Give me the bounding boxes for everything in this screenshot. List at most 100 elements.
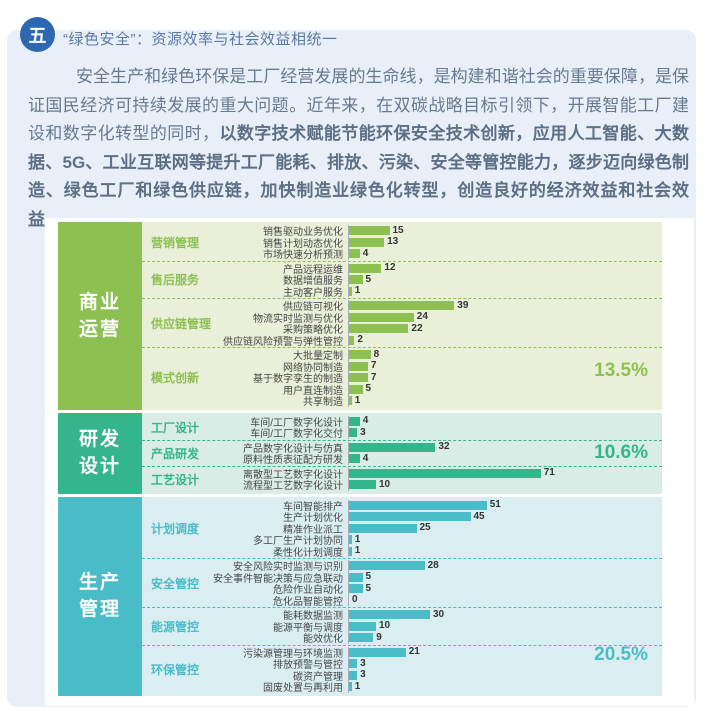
section-body: 计划调度 车间智能排产 51 生产计划优化 45 精准作业派工 25 多工厂生产计划协同 1 柔性… bbox=[142, 497, 662, 696]
bar-row: 车间/工厂数字化交付 3 bbox=[209, 427, 662, 440]
chart-section: 商业 运营 营销管理 销售驱动业务优化 15 销售计划动态优化 13 市场快速分析预测 4 售后服… bbox=[58, 222, 662, 410]
bar-rows: 供应链可视化 39 物流实时监测与优化 24 采购策略优化 22 供应链风险预警与弹性管控 2 bbox=[209, 299, 662, 348]
bar-rows: 能耗数据监测 30 能源平衡与调度 10 能效优化 9 bbox=[209, 608, 662, 645]
content-card: 五 “绿色安全”：资源效率与社会效益相统一 安全生产和绿色环保是工厂经营发展的生… bbox=[7, 17, 696, 707]
bar-track: 3 bbox=[348, 669, 662, 681]
bar-item-label: 危险作业自动化 bbox=[273, 585, 343, 597]
bar-row: 数据增值服务 5 bbox=[209, 274, 662, 287]
category-label: 模式创新 bbox=[151, 371, 200, 386]
bar-track: 51 bbox=[348, 499, 662, 511]
category-group: 工厂设计 车间/工厂数字化设计 4 车间/工厂数字化交付 3 bbox=[142, 415, 662, 440]
bar-value-label: 1 bbox=[354, 285, 361, 297]
bar-item-label: 原料性质表征配方研发 bbox=[243, 455, 343, 467]
bar bbox=[349, 275, 363, 285]
category-group: 安全管控 安全风险实时监测与识别 28 安全事件智能决策与应急联动 5 危险作业自动化 5 危… bbox=[142, 558, 662, 608]
bar-item-label: 销售驱动业务优化 bbox=[263, 227, 343, 239]
bar bbox=[349, 659, 358, 669]
category-label: 安全管控 bbox=[151, 576, 200, 591]
category-group: 能源管控 能耗数据监测 30 能源平衡与调度 10 能效优化 9 bbox=[142, 607, 662, 645]
bar-value-label: 8 bbox=[373, 348, 380, 360]
bar-value-label: 22 bbox=[411, 322, 423, 334]
bar-row: 能源平衡与调度 10 bbox=[209, 620, 662, 634]
bar bbox=[349, 647, 406, 657]
bar-track: 22 bbox=[348, 323, 662, 335]
bar bbox=[349, 561, 425, 571]
bar-value-label: 10 bbox=[379, 620, 391, 632]
bar bbox=[349, 428, 358, 438]
bar-value-label: 1 bbox=[354, 533, 361, 545]
bar-row: 原料性质表征配方研发 4 bbox=[209, 453, 662, 467]
bar-item-label: 供应链可视化 bbox=[283, 302, 343, 314]
bar-item-label: 车间/工厂数字化设计 bbox=[250, 417, 343, 429]
bar-item-label: 危化品智能管控 bbox=[273, 596, 343, 608]
bar bbox=[349, 301, 455, 311]
bar-track: 5 bbox=[348, 274, 662, 286]
category-group: 售后服务 产品远程运维 12 数据增值服务 5 主动客户服务 1 bbox=[142, 260, 662, 299]
bar-value-label: 45 bbox=[473, 510, 485, 522]
bar-item-label: 物流实时监测与优化 bbox=[253, 313, 343, 325]
bar-track: 39 bbox=[348, 300, 662, 312]
section-percent-label: 20.5% bbox=[594, 643, 648, 665]
bar-value-label: 1 bbox=[354, 545, 361, 557]
bar-track: 25 bbox=[348, 522, 662, 534]
bar-track: 15 bbox=[348, 225, 662, 237]
bar-row: 基于数字孪生的制造 7 bbox=[209, 372, 662, 385]
bar-track: 10 bbox=[348, 479, 662, 491]
section-name-line: 研发 bbox=[78, 429, 121, 450]
bar-track: 1 bbox=[348, 534, 662, 546]
bar-item-label: 大批量定制 bbox=[293, 351, 343, 363]
bar-rows: 销售驱动业务优化 15 销售计划动态优化 13 市场快速分析预测 4 bbox=[209, 224, 662, 261]
section-name-line: 管理 bbox=[78, 599, 121, 620]
category-group: 模式创新 大批量定制 8 网络协同制造 7 基于数字孪生的制造 7 用户直连制造 5 共享制造 1 bbox=[142, 347, 662, 408]
bar-row: 共享制造 1 bbox=[209, 395, 662, 408]
bar-row: 危化品智能管控 0 bbox=[209, 594, 662, 608]
body-paragraph: 安全生产和绿色环保是工厂经营发展的生命线，是构建和谐社会的重要保障，是保证国民经… bbox=[28, 63, 689, 234]
bar-row: 产品数字化设计与仿真 32 bbox=[209, 441, 662, 455]
bar bbox=[349, 226, 390, 236]
bar-row: 大批量定制 8 bbox=[209, 348, 662, 363]
bar-row: 安全事件智能决策与应急联动 5 bbox=[209, 571, 662, 585]
bar bbox=[349, 682, 352, 692]
bar-value-label: 13 bbox=[387, 236, 399, 248]
bar-row: 流程型工艺数字化设计 10 bbox=[209, 479, 662, 492]
paragraph-normal-text: 安全生产和绿色环保是工厂经营发展的生命线，是构建和谐社会的重要保障，是保证国民经… bbox=[28, 67, 689, 143]
bar-item-label: 用户直连制造 bbox=[283, 385, 343, 397]
bar bbox=[349, 237, 385, 247]
category-group: 工艺设计 离散型工艺数字化设计 71 流程型工艺数字化设计 10 bbox=[142, 465, 662, 492]
bar-value-label: 4 bbox=[362, 415, 369, 427]
category-group: 供应链管理 供应链可视化 39 物流实时监测与优化 24 采购策略优化 22 供应链风险预警与… bbox=[142, 298, 662, 348]
bar-value-label: 0 bbox=[352, 594, 358, 606]
bar bbox=[349, 396, 352, 406]
section-name-block: 商业 运营 bbox=[58, 222, 142, 410]
bar bbox=[349, 546, 352, 556]
section-name-line: 生产 bbox=[78, 572, 121, 593]
bar bbox=[349, 584, 363, 594]
bar-row: 市场快速分析预测 4 bbox=[209, 248, 662, 261]
bar-track: 24 bbox=[348, 311, 662, 323]
bar-chart-figure: 商业 运营 营销管理 销售驱动业务优化 15 销售计划动态优化 13 市场快速分析预测 4 售后服… bbox=[45, 218, 694, 706]
category-label: 工艺设计 bbox=[151, 472, 200, 487]
bar bbox=[349, 416, 360, 426]
bar-row: 危险作业自动化 5 bbox=[209, 583, 662, 597]
category-label: 营销管理 bbox=[151, 235, 200, 250]
bar-value-label: 15 bbox=[392, 224, 404, 236]
bar-value-label: 12 bbox=[384, 262, 396, 274]
bar-rows: 车间智能排产 51 生产计划优化 45 精准作业派工 25 多工厂生产计划协同 1 柔性化计划调… bbox=[209, 499, 662, 559]
bar-track: 4 bbox=[348, 453, 662, 465]
section-number-badge: 五 bbox=[20, 17, 55, 52]
bar bbox=[349, 621, 376, 631]
bar-track: 1 bbox=[348, 545, 662, 557]
bar-row: 销售驱动业务优化 15 bbox=[209, 225, 662, 239]
bar bbox=[349, 350, 371, 360]
bar-track: 12 bbox=[348, 262, 662, 274]
bar bbox=[349, 442, 436, 452]
bar-value-label: 5 bbox=[365, 383, 372, 395]
bar-item-label: 产品远程运维 bbox=[283, 264, 343, 276]
bar-row: 供应链可视化 39 bbox=[209, 300, 662, 314]
category-label: 售后服务 bbox=[151, 273, 200, 288]
bar bbox=[349, 535, 352, 545]
bar-value-label: 25 bbox=[419, 522, 431, 534]
section-body: 营销管理 销售驱动业务优化 15 销售计划动态优化 13 市场快速分析预测 4 售后服务 产品远… bbox=[142, 222, 662, 410]
bar-track: 3 bbox=[348, 427, 662, 439]
bar-track: 2 bbox=[348, 334, 662, 346]
